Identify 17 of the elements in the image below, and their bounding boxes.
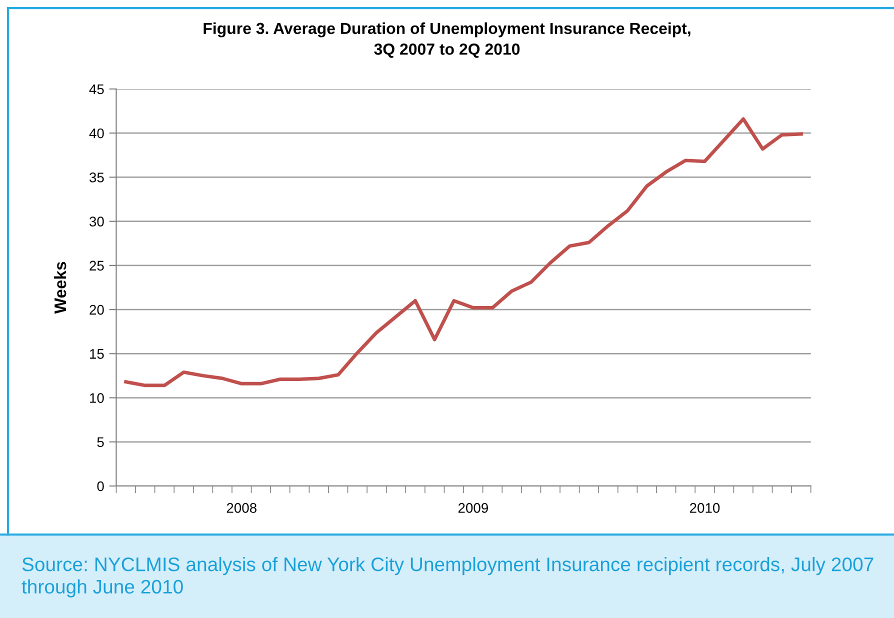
y-tick-label: 5 [97, 437, 104, 448]
y-axis-title: Weeks [54, 262, 66, 314]
x-tick-label: 2010 [690, 503, 720, 513]
chart-title: Figure 3. Average Duration of Unemployment Insurance Receipt, 3Q 2007 to 2Q 2010 [204, 22, 690, 58]
x-tick-label: 2009 [458, 503, 488, 513]
y-tick-label: 25 [90, 260, 104, 271]
y-tick-label: 40 [89, 128, 104, 138]
y-tick-label: 0 [97, 481, 104, 492]
y-tick-label: 15 [90, 349, 104, 359]
y-tick-label: 30 [89, 216, 104, 226]
y-tick-label: 35 [89, 172, 104, 182]
line-series [124, 117, 803, 388]
source-note: Source: NYCLMIS analysis of New York City Unemployment Insurance recipient records, July 2007 through June 2010 [22, 556, 874, 598]
y-tick-label: 45 [89, 84, 104, 94]
y-tick-label: 10 [90, 393, 104, 403]
x-tick-label: 2008 [226, 503, 256, 513]
y-tick-label: 20 [90, 304, 104, 315]
